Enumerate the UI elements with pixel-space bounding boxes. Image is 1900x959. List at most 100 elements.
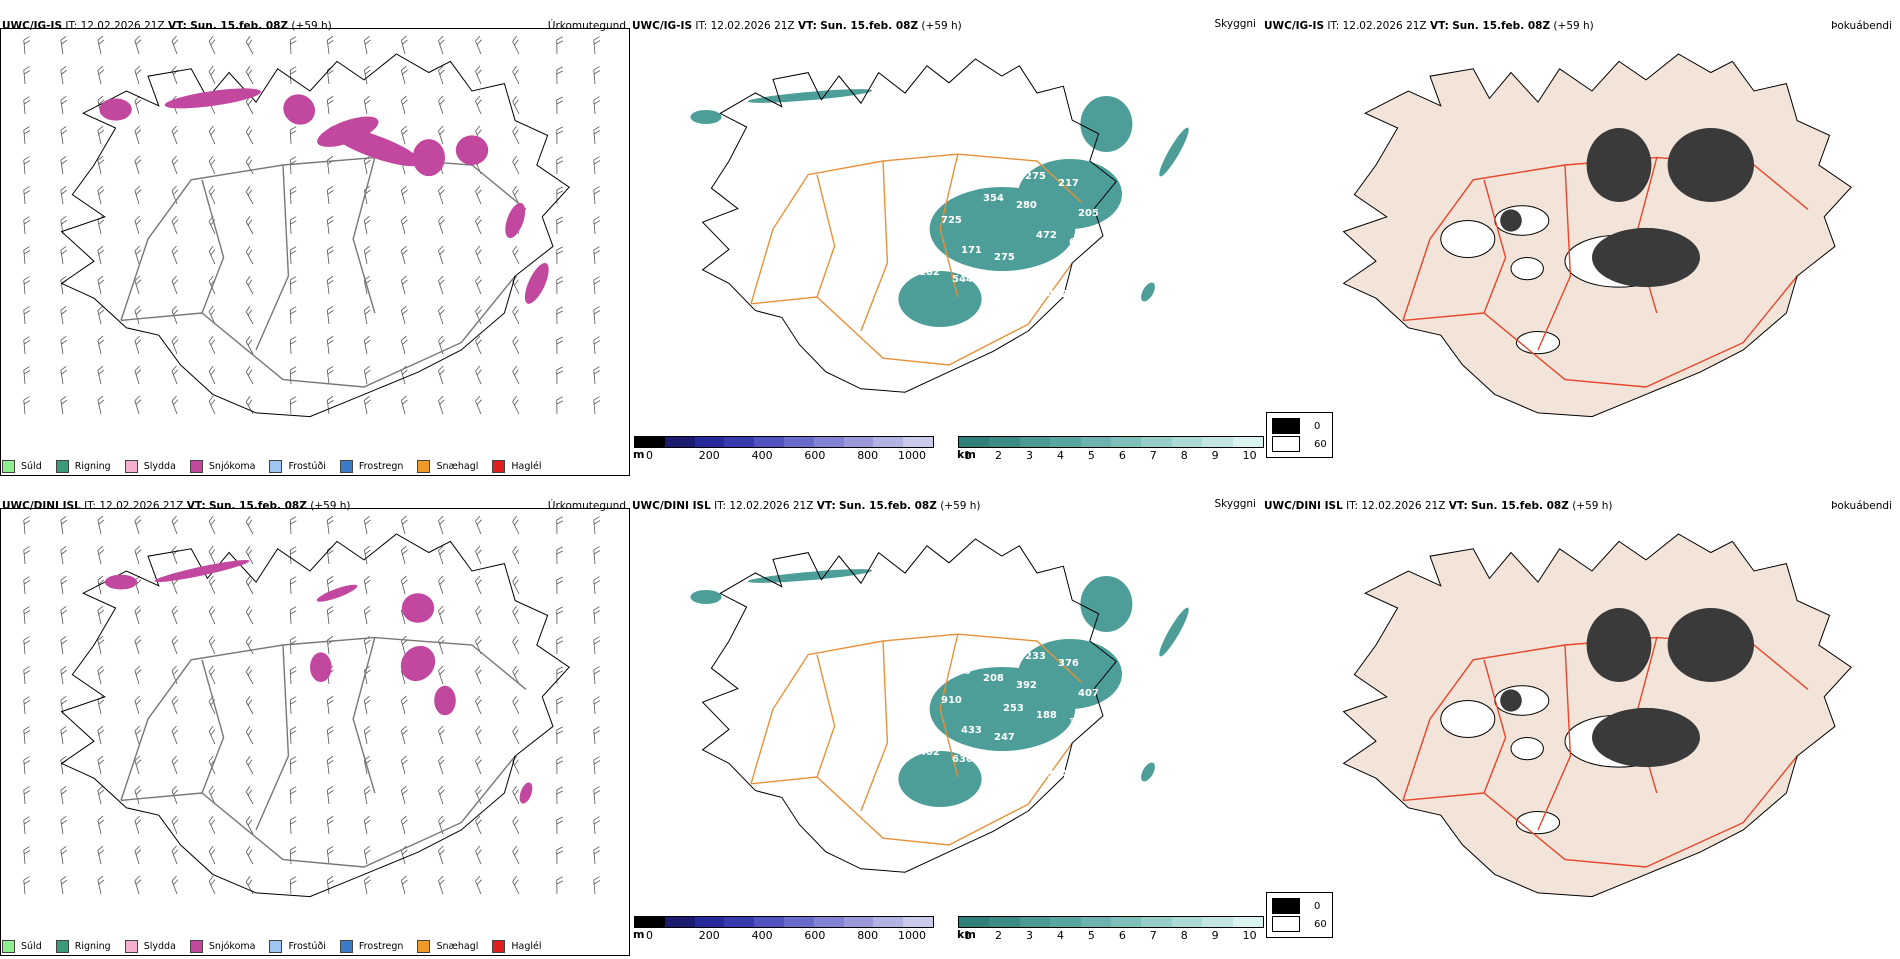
wind-barb [364, 336, 373, 354]
wind-barb [60, 636, 69, 654]
wind-barb [594, 667, 601, 684]
low-visibility-area [1080, 96, 1132, 152]
wind-barb [437, 576, 448, 594]
wind-barb [437, 516, 448, 534]
wind-barb [557, 67, 563, 84]
wind-barb [594, 337, 601, 354]
legend-label: Frostúði [288, 941, 325, 952]
colorbar-cell [724, 437, 754, 447]
colorbar-tick-label: 1000 [898, 449, 926, 462]
iceland-map-layer [1344, 54, 1852, 417]
wind-barb [437, 36, 448, 54]
wind-barb [474, 66, 486, 84]
wind-barb [171, 636, 183, 654]
cloud-base-label: 188 [1036, 710, 1057, 721]
colorbar-cell [814, 917, 844, 927]
wind-barb [557, 217, 563, 234]
wind-barb [245, 756, 258, 774]
wind-barb [208, 846, 221, 864]
snowfall-area [434, 686, 456, 716]
wind-barb [594, 277, 601, 294]
wind-barb [557, 757, 563, 774]
wind-barb [245, 786, 258, 804]
precip-type-map [0, 14, 630, 479]
wind-barb [134, 696, 145, 714]
cloud-base-label: 233 [1025, 651, 1046, 662]
colorbar-tick-label: 600 [804, 449, 825, 462]
wind-barb [134, 336, 145, 354]
colorbar-tick-label: 7 [1150, 929, 1157, 942]
glacier-outline [1511, 258, 1543, 280]
colorbar-tick-label: 9 [1212, 929, 1219, 942]
wind-barb [171, 396, 183, 414]
wind-barb [134, 666, 145, 684]
wind-barb [208, 786, 221, 804]
colorbar-tick-label: 6 [1119, 449, 1126, 462]
wind-barb [245, 666, 258, 684]
wind-barb [208, 66, 221, 84]
wind-barb [290, 157, 297, 174]
wind-barb [134, 876, 145, 894]
colorbar-cell [1233, 437, 1263, 447]
wind-barb [24, 727, 31, 744]
legend-item: Frostúði [269, 940, 325, 953]
wind-barb [60, 396, 69, 414]
legend-item: Frostregn [340, 460, 404, 473]
legend-swatch [125, 460, 138, 473]
wind-barb [594, 787, 601, 804]
wind-barb [474, 726, 486, 744]
wind-barb [290, 337, 297, 354]
colorbar-cell [1020, 917, 1050, 927]
cloud-base-label: 400 [950, 666, 971, 677]
wind-barb [437, 396, 448, 414]
colorbar-tick-label: 3 [1026, 449, 1033, 462]
wind-barb [134, 156, 145, 174]
wind-barb [327, 276, 335, 294]
colorbar-cell [1081, 437, 1111, 447]
road-line [353, 638, 375, 793]
wind-barb [97, 846, 107, 864]
cloud-base-label: 238 [963, 643, 984, 654]
cloud-base-label: 455 [910, 606, 931, 617]
colorbar-tick-label: 4 [1057, 929, 1064, 942]
wind-barb [364, 576, 373, 594]
wind-barb [208, 816, 221, 834]
wind-barb [97, 186, 107, 204]
colorbar-cell [814, 437, 844, 447]
wind-barb [557, 97, 563, 114]
snowfall-area [517, 781, 535, 806]
wind-barb [97, 756, 107, 774]
colorbar-tick-label: 1000 [898, 929, 926, 942]
wind-barb [364, 816, 373, 834]
wind-barb [245, 366, 258, 384]
wind-barb [171, 126, 183, 144]
low-visibility-area [1155, 605, 1192, 659]
legend-item: Snæhagl [417, 940, 478, 953]
wind-barb [594, 607, 601, 624]
wind-barb [557, 547, 563, 564]
low-visibility-area [1138, 760, 1158, 783]
wind-barb [474, 606, 486, 624]
wind-barb [171, 66, 183, 84]
land-fill [1344, 534, 1852, 897]
wind-barb [97, 36, 107, 54]
cloud-base-label: 376 [1058, 658, 1079, 669]
wind-barb [171, 876, 183, 894]
wind-barb [290, 397, 297, 414]
wind-barb [364, 96, 373, 114]
wind-barb [401, 756, 411, 774]
wind-barb [327, 636, 335, 654]
wind-barb [60, 876, 69, 894]
wind-barb [208, 726, 221, 744]
coastline [62, 54, 570, 417]
wind-barb [401, 96, 411, 114]
row1-fog-panel: UWC/IG-IS IT: 12.02.2026 21Z VT: Sun. 15… [1262, 14, 1900, 479]
wind-barb [24, 877, 31, 894]
wind-barb [208, 516, 221, 534]
wind-barb [594, 97, 601, 114]
legend-swatch [269, 460, 282, 473]
wind-barb [474, 36, 486, 54]
wind-barb [437, 786, 448, 804]
wind-barb [171, 276, 183, 294]
wind-barb [171, 36, 183, 54]
